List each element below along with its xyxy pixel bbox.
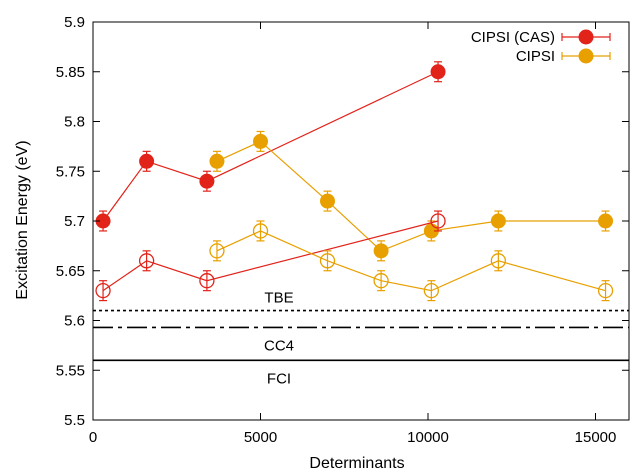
- series-cipsi: [209, 130, 614, 262]
- axes: 0 5000 10000 150005.55.555.65.655.75.755.85…: [56, 14, 630, 446]
- legend-label: CIPSI (CAS): [471, 29, 555, 46]
- data-point: [490, 213, 506, 229]
- data-point: [597, 282, 614, 299]
- y-tick-label: 5.7: [64, 213, 85, 230]
- y-tick-label: 5.85: [56, 64, 85, 81]
- data-point: [253, 133, 268, 149]
- y-tick-label: 5.6: [64, 313, 85, 330]
- data-point: [209, 153, 225, 169]
- series-line: [102, 220, 439, 292]
- reference-label-tbe: TBE: [264, 290, 293, 307]
- reference-labels: TBE CC4 FCI: [264, 290, 294, 388]
- series-line: [102, 71, 439, 222]
- data-point: [209, 243, 225, 259]
- reference-label-cc4: CC4: [264, 337, 294, 354]
- legend-label: CIPSI: [516, 48, 555, 65]
- x-tick-label: 10000: [407, 429, 449, 446]
- data-point: [138, 253, 155, 269]
- series-line: [216, 230, 606, 292]
- x-axis-label: Determinants: [309, 455, 404, 472]
- y-tick-label: 5.75: [56, 163, 85, 180]
- x-tick-label: 15000: [575, 429, 617, 446]
- x-tick-label: 0: [89, 429, 97, 446]
- x-tick-label: 5000: [244, 429, 277, 446]
- data-point: [320, 193, 335, 209]
- y-tick-label: 5.55: [56, 362, 85, 379]
- y-axis-label: Excitation Energy (eV): [14, 140, 31, 299]
- series-cipsi-cas-: [95, 61, 446, 232]
- series-open-3: [209, 220, 614, 302]
- data-point: [199, 273, 215, 289]
- data-point: [490, 253, 507, 269]
- y-tick-label: 5.5: [64, 412, 85, 429]
- series-open-2: [95, 210, 446, 302]
- data-point: [598, 213, 614, 229]
- y-tick-label: 5.65: [56, 263, 85, 280]
- legend-marker: [578, 29, 594, 45]
- reference-label-fci: FCI: [267, 370, 291, 387]
- y-tick-label: 5.9: [64, 14, 85, 31]
- data-point: [430, 64, 446, 80]
- data-point: [199, 173, 215, 189]
- legend-marker: [578, 48, 594, 64]
- data-point: [319, 253, 336, 269]
- data-point: [373, 243, 389, 259]
- data-point: [252, 223, 269, 239]
- series-layer: [95, 61, 614, 302]
- data-point: [139, 153, 155, 169]
- series-line: [216, 140, 606, 252]
- y-tick-label: 5.8: [64, 114, 85, 131]
- data-point: [373, 273, 389, 289]
- reference-lines: [93, 309, 629, 362]
- data-point: [430, 213, 446, 229]
- legend: CIPSI (CAS) CIPSI: [471, 29, 611, 65]
- data-point: [423, 282, 440, 299]
- data-point: [95, 282, 111, 299]
